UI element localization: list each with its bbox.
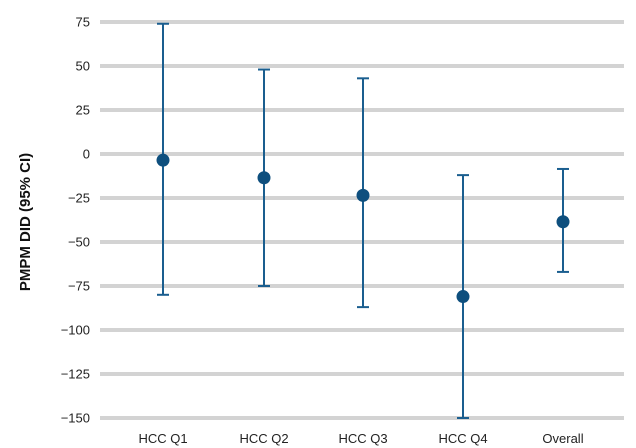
x-category-label: HCC Q1 [138,431,187,446]
x-category-label: HCC Q2 [239,431,288,446]
data-points [156,153,570,304]
data-point [456,290,470,304]
y-tick-label: −50 [68,235,90,250]
y-tick-label: 0 [83,147,90,162]
y-tick-label: −75 [68,279,90,294]
y-tick-label: −100 [61,323,90,338]
x-category-label: HCC Q3 [338,431,387,446]
x-category-label: HCC Q4 [438,431,487,446]
y-tick-label: 75 [76,15,90,30]
data-point [257,171,271,185]
y-tick-labels: 75 50 25 0 −25 −50 −75 −100 −125 −150 [61,15,90,426]
data-point [356,188,370,202]
data-point [556,215,570,229]
y-tick-label: −150 [61,411,90,426]
error-bars [157,22,569,419]
y-tick-label: −25 [68,191,90,206]
x-category-labels: HCC Q1 HCC Q2 HCC Q3 HCC Q4 Overall [138,431,583,446]
y-axis-title: PMPM DID (95% CI) [17,153,34,291]
y-tick-label: −125 [61,367,90,382]
x-category-label: Overall [542,431,583,446]
y-tick-label: 50 [76,59,90,74]
data-point [156,153,170,167]
y-tick-label: 25 [76,103,90,118]
